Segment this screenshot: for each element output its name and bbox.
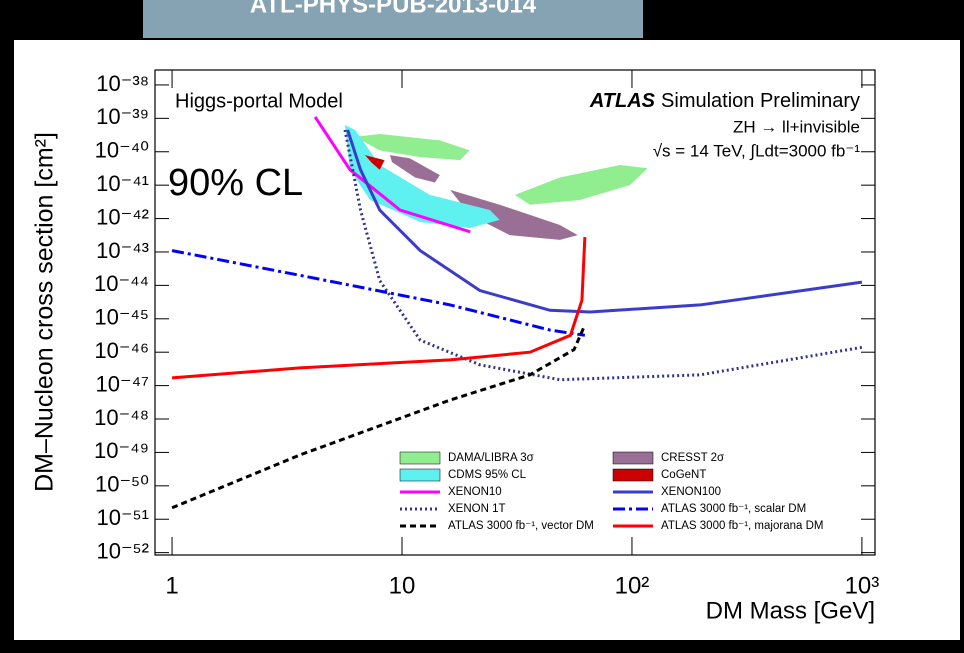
region [344,125,500,229]
energy-label: √s = 14 TeV, ∫Ldt=3000 fb⁻¹ [653,141,861,160]
limit-line [313,116,471,234]
legend-swatch [612,451,654,465]
x-tick-label: 10² [615,572,650,599]
legend-swatch [612,468,654,482]
header-box [143,0,643,38]
region [514,165,648,205]
y-tick-label: 10⁻⁵⁰ [95,472,149,497]
region [389,155,440,183]
legend-label: ATLAS 3000 fb⁻¹, majorana DM [661,520,823,532]
legend-label: DAMA/LIBRA 3σ [448,452,534,464]
legend-swatch [399,468,441,482]
y-tick-label: 10⁻³⁹ [96,104,149,129]
legend-swatch [399,451,441,465]
y-tick-label: 10⁻⁴⁸ [94,405,149,430]
legend-label: ATLAS 3000 fb⁻¹, vector DM [448,520,594,532]
legend-label: ATLAS 3000 fb⁻¹, scalar DM [661,503,806,515]
y-tick-label: 10⁻⁴⁶ [94,338,149,363]
x-tick-label: 10 [389,572,416,599]
legend-label: CoGeNT [661,469,706,481]
cl-label: 90% CL [168,162,303,204]
x-axis-title: DM Mass [GeV] [706,597,875,624]
model-label: Higgs-portal Model [175,90,343,112]
legend: DAMA/LIBRA 3σ CRESST 2σ CDMS 95% CL CoGeNT X… [399,451,823,532]
y-tick-label: 10⁻⁴¹ [96,171,149,196]
y-tick-label: 10⁻⁴⁴ [94,271,149,296]
y-tick-label: 10⁻⁵² [96,538,149,563]
legend-label: CRESST 2σ [661,452,724,464]
region [450,189,578,240]
y-tick-label: 10⁻⁴⁰ [95,138,150,163]
limit-line [171,324,587,510]
y-tick-label: 10⁻³⁸ [96,71,149,96]
legend-label: XENON10 [448,486,502,498]
legend-label: XENON 1T [448,503,506,515]
x-tick-label: 1 [165,572,178,599]
plot-frame [154,69,876,556]
y-tick-label: 10⁻⁴⁹ [94,438,149,463]
legend-label: CDMS 95% CL [448,469,527,481]
y-tick-label: 10⁻⁴⁵ [94,305,149,330]
limit-line [171,236,587,380]
x-tick-label: 10³ [845,572,880,599]
y-tick-label: 10⁻⁵¹ [96,505,149,530]
y-tick-label: 10⁻⁴² [96,204,149,229]
limit-line [346,129,863,314]
y-tick-label: 10⁻⁴³ [96,238,149,263]
y-axis-title: DM–Nucleon cross section [cm²] [31,132,59,492]
region [364,155,385,170]
plot-area [171,116,863,510]
status-label: Simulation Preliminary [661,90,860,112]
header-title: ATL-PHYS-PUB-2013-014 [250,0,537,18]
region [355,133,470,161]
process-label: ZH → ll+invisible [733,117,860,136]
legend-label: XENON100 [661,486,721,498]
atlas-label: ATLAS Simulation Preliminary [589,90,860,112]
y-tick-label: 10⁻⁴⁷ [96,371,150,396]
experiment-label: ATLAS [589,90,656,112]
limit-line [171,249,586,337]
